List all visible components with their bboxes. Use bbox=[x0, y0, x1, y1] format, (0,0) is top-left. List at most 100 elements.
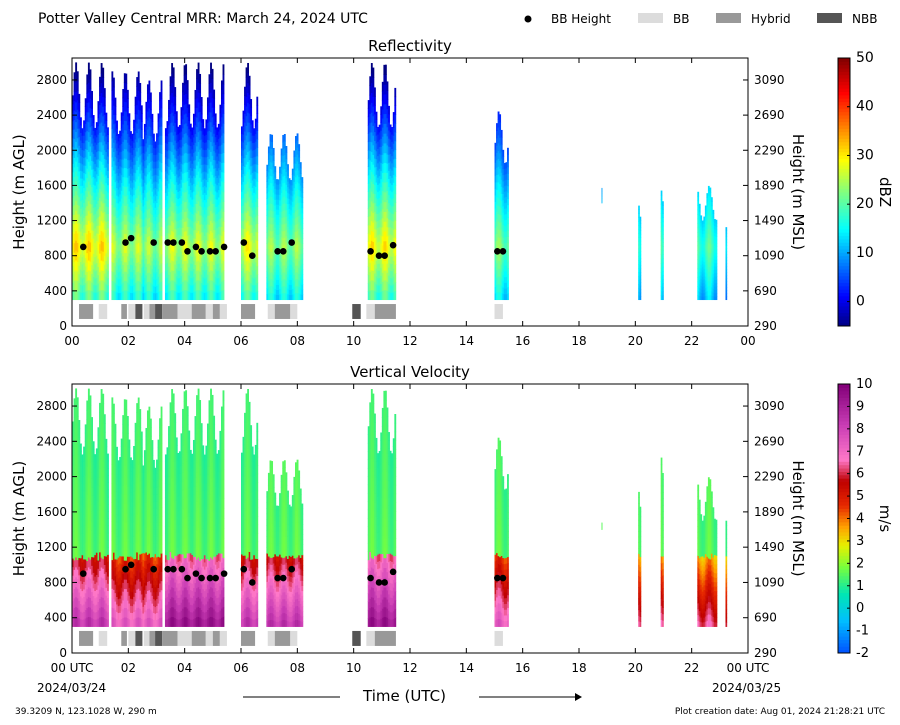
heatmap-cell bbox=[100, 260, 103, 271]
heatmap-cell bbox=[291, 283, 294, 290]
heatmap-cell bbox=[287, 186, 289, 193]
heatmap-cell bbox=[180, 243, 183, 252]
heatmap-cell bbox=[205, 239, 208, 248]
heatmap-cell bbox=[72, 223, 74, 232]
bb-height-point bbox=[381, 252, 388, 259]
heatmap-cell bbox=[76, 109, 79, 120]
heatmap-cell bbox=[177, 169, 180, 178]
heatmap-cell bbox=[205, 269, 208, 278]
heatmap-cell bbox=[241, 234, 243, 243]
heatmap-cell bbox=[122, 97, 125, 107]
heatmap-cell bbox=[369, 160, 372, 170]
heatmap-cell bbox=[76, 252, 79, 262]
heatmap-cell bbox=[274, 182, 277, 189]
heatmap-cell bbox=[499, 253, 502, 262]
heatmap-cell bbox=[81, 461, 84, 470]
heatmap-cell bbox=[381, 154, 384, 164]
heatmap-cell bbox=[222, 64, 225, 75]
heatmap-cell bbox=[241, 205, 243, 214]
heatmap-cell bbox=[120, 291, 123, 301]
heatmap-cell bbox=[171, 132, 174, 143]
heatmap-cell bbox=[95, 574, 98, 583]
heatmap-cell bbox=[119, 264, 122, 272]
x-tick-label: 10 bbox=[346, 334, 361, 348]
heatmap-cell bbox=[293, 256, 296, 263]
heatmap-cell bbox=[256, 206, 259, 216]
heatmap-cell bbox=[169, 178, 172, 189]
heatmap-cell bbox=[266, 209, 269, 216]
heatmap-cell bbox=[89, 549, 92, 560]
heatmap-cell bbox=[86, 607, 89, 618]
heatmap-cell bbox=[715, 276, 718, 281]
heatmap-cell bbox=[496, 292, 498, 301]
heatmap-cell bbox=[384, 191, 387, 203]
heatmap-cell bbox=[146, 183, 149, 193]
heatmap-cell bbox=[143, 189, 146, 198]
heatmap-cell bbox=[150, 265, 152, 275]
colorbar-segment bbox=[838, 269, 850, 273]
heatmap-cell bbox=[698, 207, 701, 213]
heatmap-cell bbox=[102, 270, 105, 281]
heatmap-cell bbox=[375, 182, 378, 191]
heatmap-cell bbox=[100, 220, 103, 232]
heatmap-cell bbox=[707, 247, 710, 253]
heatmap-cell bbox=[87, 260, 90, 271]
heatmap-cell bbox=[116, 210, 118, 218]
heatmap-cell bbox=[75, 497, 78, 508]
heatmap-cell bbox=[247, 260, 249, 271]
heatmap-cell bbox=[386, 90, 389, 101]
heatmap-cell bbox=[199, 233, 202, 244]
heatmap-cell bbox=[274, 260, 277, 267]
heatmap-cell bbox=[111, 71, 114, 82]
heatmap-cell bbox=[79, 185, 82, 194]
heatmap-cell bbox=[107, 489, 109, 498]
heatmap-cell bbox=[245, 115, 248, 126]
heatmap-cell bbox=[73, 100, 76, 111]
heatmap-cell bbox=[254, 231, 257, 240]
heatmap-cell bbox=[185, 181, 188, 193]
heatmap-cell bbox=[142, 246, 145, 254]
heatmap-cell bbox=[220, 272, 223, 282]
heatmap-cell bbox=[372, 270, 375, 281]
heatmap-cell bbox=[154, 154, 157, 162]
heatmap-cell bbox=[216, 292, 219, 301]
heatmap-cell bbox=[94, 619, 97, 627]
heatmap-cell bbox=[131, 285, 134, 294]
heatmap-cell bbox=[156, 147, 158, 155]
heatmap-cell bbox=[133, 142, 135, 151]
heatmap-cell bbox=[214, 175, 217, 184]
heatmap-cell bbox=[94, 220, 97, 229]
bb-height-point bbox=[279, 248, 287, 255]
heatmap-cell bbox=[73, 119, 76, 130]
heatmap-cell bbox=[91, 160, 93, 170]
heatmap-cell bbox=[271, 189, 274, 198]
heatmap-cell bbox=[369, 215, 372, 226]
heatmap-cell bbox=[76, 483, 79, 494]
heatmap-cell bbox=[380, 162, 383, 172]
heatmap-cell bbox=[134, 198, 137, 208]
heatmap-cell bbox=[704, 240, 707, 246]
heatmap-cell bbox=[91, 290, 93, 301]
heatmap-cell bbox=[102, 241, 105, 252]
heatmap-cell bbox=[139, 137, 142, 147]
heatmap-cell bbox=[87, 438, 90, 449]
heatmap-cell bbox=[280, 161, 283, 168]
heatmap-cell bbox=[494, 155, 497, 163]
heatmap-cell bbox=[210, 200, 212, 212]
heatmap-cell bbox=[216, 270, 219, 279]
heatmap-cell bbox=[219, 177, 222, 187]
heatmap-cell bbox=[92, 510, 95, 519]
heatmap-cell bbox=[79, 542, 82, 551]
heatmap-cell bbox=[81, 278, 84, 286]
heatmap-cell bbox=[269, 175, 272, 183]
heatmap-cell bbox=[251, 224, 254, 233]
heatmap-cell bbox=[299, 167, 302, 174]
heatmap-cell bbox=[153, 258, 155, 266]
heatmap-cell bbox=[100, 122, 103, 133]
heatmap-cell bbox=[151, 152, 154, 161]
heatmap-cell bbox=[87, 250, 90, 261]
heatmap-cell bbox=[712, 232, 715, 237]
heatmap-cell bbox=[87, 102, 90, 113]
heatmap-cell bbox=[208, 262, 211, 272]
heatmap-cell bbox=[103, 282, 106, 292]
